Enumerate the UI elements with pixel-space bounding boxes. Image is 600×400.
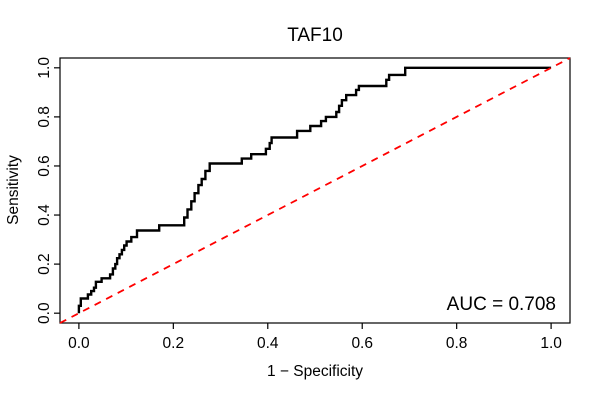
y-tick-label: 0.6 <box>36 155 53 177</box>
x-axis-ticks: 0.0 0.2 0.4 0.6 0.8 1.0 <box>68 323 562 352</box>
x-tick-label: 0.4 <box>257 335 279 352</box>
y-axis-ticks: 0.0 0.2 0.4 0.6 0.8 1.0 <box>36 57 60 324</box>
diagonal-reference-line <box>59 57 571 324</box>
x-tick-label: 0.8 <box>446 335 468 352</box>
auc-annotation: AUC = 0.708 <box>447 294 556 315</box>
y-axis-label: Sensitivity <box>5 155 22 225</box>
chart-series <box>59 57 571 324</box>
chart-title: TAF10 <box>287 25 343 46</box>
x-axis-label: 1 − Specificity <box>267 363 363 380</box>
x-tick-label: 0.6 <box>351 335 373 352</box>
y-tick-label: 1.0 <box>36 57 53 79</box>
x-tick-label: 0.2 <box>163 335 185 352</box>
y-tick-label: 0.2 <box>36 253 53 275</box>
y-tick-label: 0.8 <box>36 106 53 128</box>
roc-curve-line <box>77 66 552 314</box>
x-tick-label: 0.0 <box>68 335 90 352</box>
y-tick-label: 0.4 <box>36 204 53 226</box>
y-tick-label: 0.0 <box>36 302 53 324</box>
x-tick-label: 1.0 <box>540 335 562 352</box>
plot-box <box>59 57 571 324</box>
